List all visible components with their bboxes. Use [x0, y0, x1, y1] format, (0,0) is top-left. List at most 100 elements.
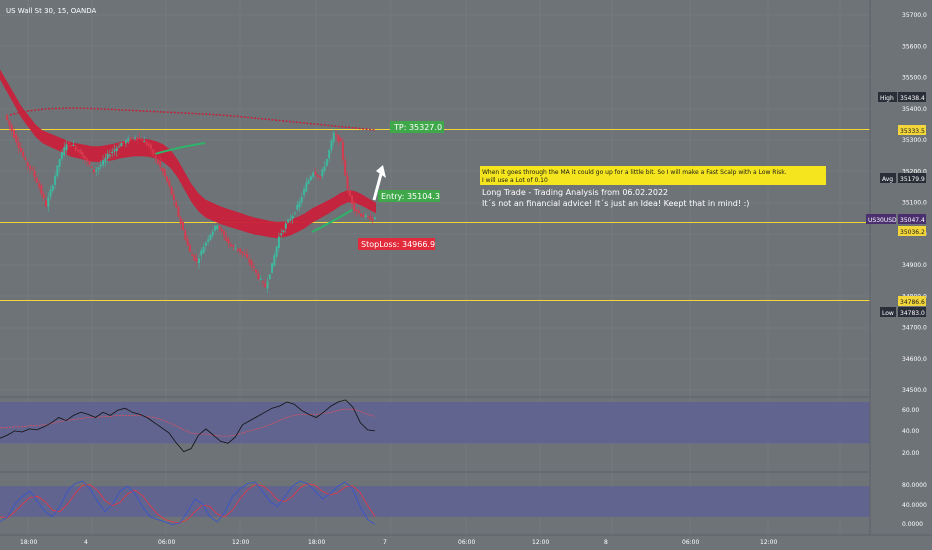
- rsi-pane[interactable]: [0, 396, 870, 453]
- stoch-tick-2: 0.0000: [902, 521, 923, 528]
- price-tick-0[interactable]: 35700.0: [902, 12, 927, 19]
- candle-body: [33, 170, 36, 177]
- time-tick-3[interactable]: 12:00: [232, 539, 249, 546]
- candle-body: [346, 175, 349, 189]
- stoch-band: [0, 486, 870, 517]
- candle-body: [255, 269, 258, 273]
- price-tick-11[interactable]: 34600.0: [902, 356, 927, 363]
- time-tick-4[interactable]: 18:00: [308, 539, 325, 546]
- candle-body: [207, 239, 210, 242]
- candle-body: [175, 201, 178, 208]
- candle-body: [339, 138, 342, 142]
- time-tick-7[interactable]: 12:00: [532, 539, 549, 546]
- price-tick-1[interactable]: 35600.0: [902, 43, 927, 50]
- candle-body: [332, 132, 335, 142]
- candle-body: [264, 283, 267, 288]
- candle-body: [97, 167, 100, 170]
- candle-body: [291, 215, 294, 219]
- candle-body: [24, 157, 27, 161]
- candle-body: [307, 179, 310, 184]
- rsi-line: [0, 399, 376, 453]
- candle-body: [266, 281, 269, 289]
- tp-level-bg: [898, 125, 926, 135]
- time-tick-0[interactable]: 18:00: [20, 539, 37, 546]
- stochastic-pane[interactable]: [0, 471, 870, 525]
- candle-body: [245, 253, 248, 258]
- time-tick-1[interactable]: 4: [84, 539, 88, 546]
- candle-body: [143, 141, 146, 143]
- price-tick-6[interactable]: 35100.0: [902, 200, 927, 207]
- candle-body: [323, 166, 326, 171]
- candle-body: [58, 158, 61, 167]
- candle-body: [111, 151, 114, 153]
- candle-body: [56, 165, 59, 177]
- low-tag: Low: [882, 310, 894, 317]
- candle-body: [113, 149, 116, 152]
- candle-body: [8, 120, 11, 126]
- time-tick-9[interactable]: 06:00: [682, 539, 699, 546]
- stoch-tick-1: 40.0000: [902, 502, 927, 509]
- candle-body: [273, 255, 276, 267]
- tp-level-value: 35333.5: [900, 128, 925, 135]
- candle-body: [216, 225, 219, 230]
- candle-body: [124, 140, 127, 144]
- candle-body: [223, 231, 226, 237]
- candle-body: [314, 171, 317, 175]
- candle-body: [10, 125, 13, 131]
- candle-body: [371, 218, 374, 221]
- time-tick-6[interactable]: 06:00: [458, 539, 475, 546]
- candle-body: [229, 244, 232, 247]
- price-tick-5[interactable]: 35200.0: [902, 168, 927, 175]
- candle-body: [120, 143, 123, 147]
- price-tick-3[interactable]: 35400.0: [902, 106, 927, 113]
- candle-body: [268, 274, 271, 280]
- stochastic-axis: 80.0000 40.0000 0.0000: [902, 482, 927, 528]
- candle-body: [19, 147, 22, 152]
- candle-body: [131, 137, 134, 139]
- ma-200-path: [9, 107, 376, 131]
- grid-layer: [0, 0, 870, 535]
- candle-body: [319, 176, 322, 178]
- time-tick-10[interactable]: 12:00: [760, 539, 777, 546]
- candle-body: [348, 190, 351, 197]
- candle-body: [250, 260, 253, 266]
- candle-body: [108, 155, 111, 157]
- time-tick-2[interactable]: 06:00: [158, 539, 175, 546]
- candle-body: [54, 175, 57, 185]
- price-tick-2[interactable]: 35500.0: [902, 75, 927, 82]
- candle-body: [88, 161, 91, 165]
- candle-body: [129, 138, 132, 141]
- price-tick-12[interactable]: 34500.0: [902, 387, 927, 394]
- candle-body: [49, 189, 52, 197]
- time-tick-8[interactable]: 8: [604, 539, 608, 546]
- candle-body: [6, 115, 9, 120]
- candle-body: [154, 155, 157, 158]
- candle-body: [357, 210, 360, 213]
- price-tick-8[interactable]: 34900.0: [902, 262, 927, 269]
- price-tick-4[interactable]: 35300.0: [902, 137, 927, 144]
- rsi-signal-line: [0, 408, 376, 437]
- price-tick-10[interactable]: 34700.0: [902, 325, 927, 332]
- candle-body: [367, 216, 370, 218]
- current-value-bg: [898, 214, 926, 224]
- candle-body: [300, 197, 303, 203]
- time-axis[interactable]: 18:00 4 06:00 12:00 18:00 7 06:00 12:00 8 06:00 12…: [20, 539, 777, 546]
- candle-body: [225, 237, 228, 241]
- candle-body: [209, 234, 212, 240]
- candle-body: [40, 185, 43, 194]
- candle-body: [44, 200, 47, 207]
- candle-body: [204, 242, 207, 246]
- time-tick-5[interactable]: 7: [383, 539, 387, 546]
- symbol-title: US Wall St 30, 15, OANDA: [6, 7, 96, 15]
- symbol-tag-bg: [866, 214, 896, 224]
- note-line-2: I will use a Lot of 0.10: [482, 177, 548, 184]
- candle-body: [70, 145, 73, 147]
- candle-body: [136, 137, 139, 140]
- candle-body: [63, 147, 66, 155]
- stoploss-label-bg: [358, 238, 435, 250]
- candle-body: [182, 222, 185, 231]
- candle-body: [239, 248, 242, 253]
- candle-body: [296, 204, 299, 210]
- candle-body: [312, 172, 315, 177]
